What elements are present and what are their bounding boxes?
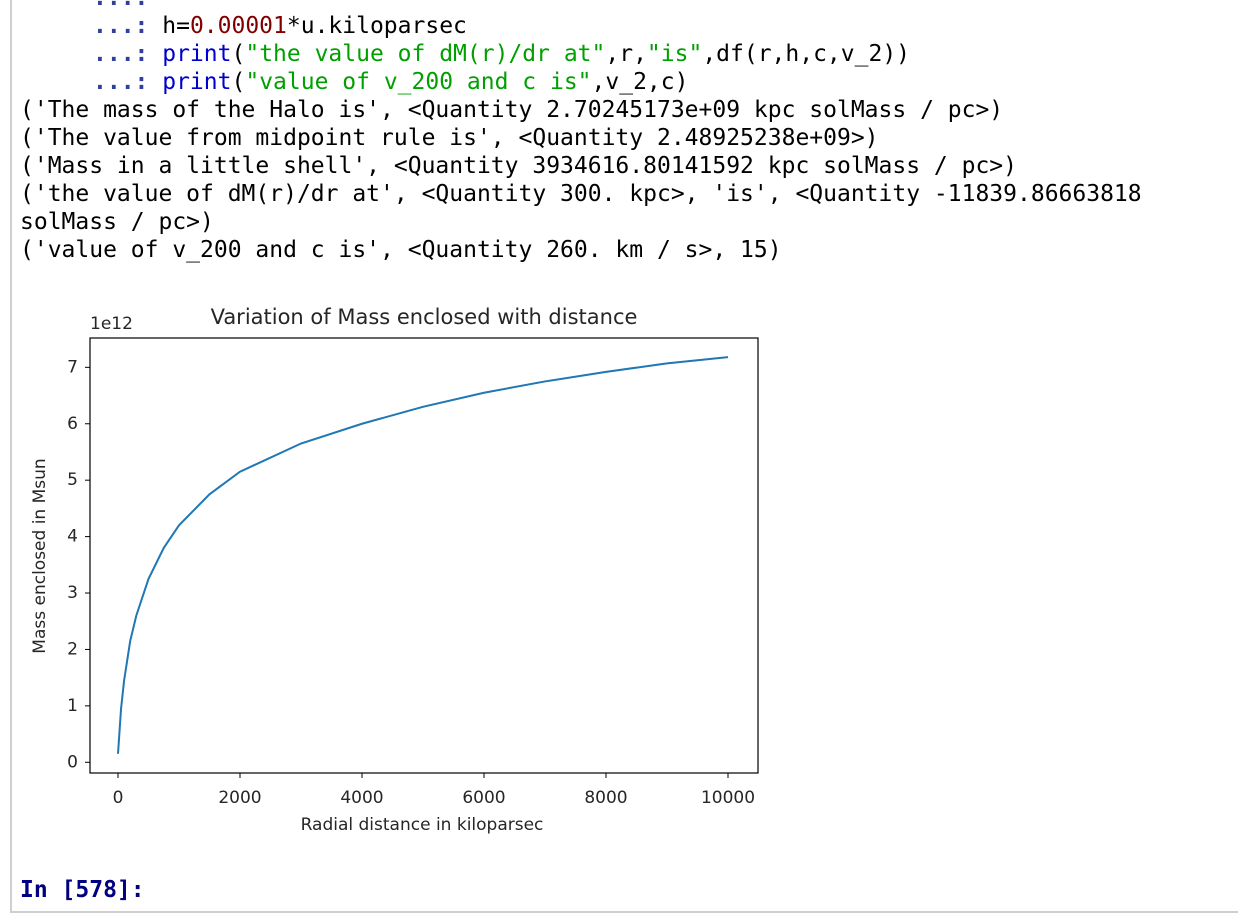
- y-tick-label: 7: [67, 357, 78, 377]
- code: (: [231, 41, 246, 67]
- code-string: "is": [646, 41, 703, 67]
- x-tick-label: 10000: [701, 788, 755, 808]
- x-axis-label: Radial distance in kiloparsec: [301, 815, 544, 835]
- code: *u.kiloparsec: [286, 13, 467, 39]
- output-line: ('Mass in a little shell', <Quantity 393…: [20, 153, 1017, 179]
- code-string: "the value of dM(r)/dr at": [245, 41, 606, 67]
- x-tick-label: 4000: [340, 788, 383, 808]
- code-string: "value of v_200 and c is": [245, 69, 592, 95]
- output-line: solMass / pc>): [20, 209, 214, 235]
- x-tick-label: 0: [113, 788, 124, 808]
- data-line: [117, 356, 729, 754]
- y-tick-label: 1: [67, 696, 78, 716]
- prompt: ...:: [93, 13, 149, 39]
- prompt: ...:: [93, 41, 149, 67]
- input-prompt[interactable]: In [578]:: [20, 877, 145, 903]
- prompt: ...:: [93, 69, 149, 95]
- x-tick-label: 2000: [218, 788, 261, 808]
- y-tick-label: 2: [67, 639, 78, 659]
- y-tick-label: 3: [67, 583, 78, 603]
- output-line: ('the value of dM(r)/dr at', <Quantity 3…: [20, 181, 1142, 207]
- y-axis-label: Mass enclosed in Msun: [30, 458, 50, 653]
- notebook-cell: [10, 0, 1238, 913]
- code: ,r,: [605, 41, 647, 67]
- code-number: 0.00001: [189, 13, 287, 39]
- y-tick-label: 4: [67, 527, 78, 547]
- chart-title: Variation of Mass enclosed with distance: [211, 305, 638, 329]
- code: h=: [148, 13, 190, 39]
- code: ,v_2,c): [591, 69, 689, 95]
- code: (: [231, 69, 246, 95]
- code: ,df(r,h,c,v_2)): [702, 41, 911, 67]
- code-line: ...: h=0.00001*u.kiloparsec: [93, 12, 467, 40]
- output-line: ('The mass of the Halo is', <Quantity 2.…: [20, 97, 1004, 123]
- code-line: ...: print("the value of dM(r)/dr at",r,…: [93, 40, 910, 68]
- y-tick-label: 0: [67, 752, 78, 772]
- code-line: ...: print("value of v_200 and c is",v_2…: [93, 68, 688, 96]
- plot-frame: [89, 337, 759, 774]
- x-tick-label: 6000: [462, 788, 505, 808]
- prompt: ...:: [93, 0, 148, 11]
- axis-offset: 1e12: [90, 314, 133, 334]
- output-line: ('value of v_200 and c is', <Quantity 26…: [20, 237, 782, 263]
- y-tick-label: 6: [67, 414, 78, 434]
- code-keyword: print: [148, 69, 232, 95]
- x-tick-label: 8000: [584, 788, 627, 808]
- code-keyword: print: [148, 41, 232, 67]
- y-tick-label: 5: [67, 470, 78, 490]
- code-line: ...:: [93, 0, 148, 12]
- output-line: ('The value from midpoint rule is', <Qua…: [20, 125, 879, 151]
